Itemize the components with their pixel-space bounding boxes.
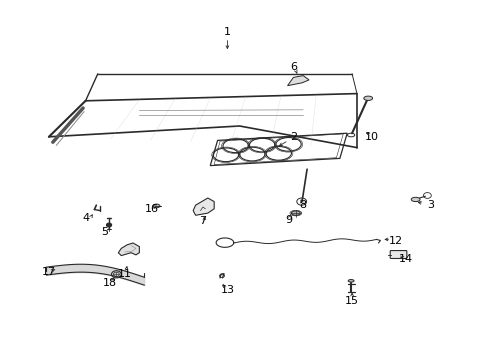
Text: 2: 2: [289, 132, 296, 142]
Ellipse shape: [347, 279, 353, 282]
Circle shape: [111, 271, 121, 278]
Ellipse shape: [363, 96, 372, 100]
Text: 11: 11: [118, 269, 131, 279]
Text: 16: 16: [144, 204, 158, 214]
Ellipse shape: [291, 211, 300, 215]
Text: 4: 4: [82, 213, 89, 223]
FancyBboxPatch shape: [389, 251, 406, 258]
Text: 3: 3: [426, 200, 433, 210]
Text: 13: 13: [220, 285, 234, 295]
Text: 14: 14: [398, 254, 412, 264]
Ellipse shape: [153, 204, 160, 208]
Text: 15: 15: [345, 296, 358, 306]
Text: 7: 7: [199, 216, 206, 226]
Text: 18: 18: [103, 278, 117, 288]
Polygon shape: [287, 76, 308, 86]
Circle shape: [106, 223, 111, 227]
Text: 9: 9: [285, 215, 291, 225]
Text: 17: 17: [42, 267, 56, 277]
Polygon shape: [193, 198, 214, 215]
Text: 12: 12: [388, 236, 402, 246]
Text: 1: 1: [224, 27, 230, 37]
Polygon shape: [118, 243, 139, 256]
Text: 5: 5: [102, 227, 108, 237]
Text: 6: 6: [289, 62, 296, 72]
Text: 10: 10: [364, 132, 378, 142]
Text: 8: 8: [299, 200, 306, 210]
Ellipse shape: [410, 197, 419, 202]
